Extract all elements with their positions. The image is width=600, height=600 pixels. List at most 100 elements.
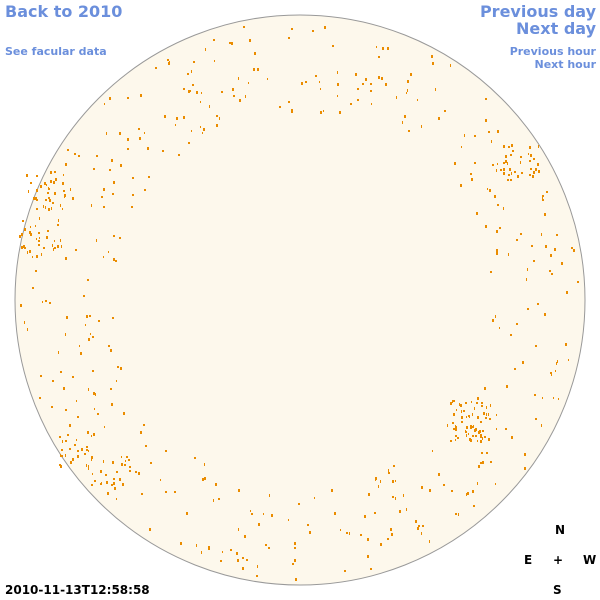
facula-dot — [103, 206, 105, 208]
facula-dot — [529, 174, 531, 176]
facula-dot — [337, 95, 338, 97]
facula-dot — [555, 370, 556, 372]
facula-dot — [388, 469, 389, 472]
facula-dot — [65, 257, 67, 260]
next-day-link[interactable]: Next day — [516, 19, 596, 38]
facula-dot — [508, 146, 510, 148]
compass-north: N — [555, 523, 566, 537]
facula-dot — [145, 445, 147, 447]
facula-dot — [510, 179, 512, 181]
facula-dot — [526, 278, 527, 281]
facula-dot — [65, 440, 67, 442]
facula-dot — [288, 519, 289, 521]
facula-dot — [258, 523, 260, 526]
facula-dot — [105, 474, 107, 476]
facula-dot — [38, 240, 40, 242]
compass-west: W — [583, 553, 597, 567]
facula-dot — [534, 394, 536, 396]
facula-dot — [447, 424, 448, 427]
facula-dot — [476, 212, 478, 215]
facula-dot — [508, 253, 509, 256]
facula-dot — [205, 48, 206, 51]
facula-dot — [196, 91, 198, 94]
facula-dot — [200, 101, 201, 103]
facula-dot — [63, 190, 65, 192]
facula-dot — [465, 402, 467, 404]
facula-dot — [324, 26, 326, 29]
facula-dot — [480, 434, 482, 437]
facula-dot — [51, 406, 53, 408]
facula-dot — [138, 128, 140, 130]
facula-dot — [64, 195, 65, 198]
facula-dot — [113, 482, 115, 485]
facular-data-link[interactable]: See facular data — [5, 45, 107, 58]
facula-dot — [346, 532, 348, 534]
facula-dot — [388, 472, 390, 474]
facula-dot — [202, 132, 203, 134]
facula-dot — [52, 244, 53, 247]
facula-dot — [62, 182, 64, 185]
facula-dot — [390, 528, 392, 531]
facula-dot — [196, 544, 197, 547]
facula-dot — [88, 450, 89, 452]
facula-dot — [484, 436, 486, 438]
facula-dot — [78, 155, 80, 157]
facula-dot — [483, 412, 485, 415]
facula-dot — [558, 398, 559, 400]
facula-dot — [119, 478, 121, 481]
facula-dot — [222, 551, 223, 553]
facula-dot — [91, 204, 92, 207]
facula-dot — [406, 508, 407, 511]
facula-dot — [24, 321, 25, 324]
facula-dot — [370, 568, 372, 570]
facula-dot — [75, 249, 77, 251]
facula-dot — [435, 88, 436, 91]
back-link[interactable]: Back to 2010 — [5, 2, 123, 21]
previous-day-link[interactable]: Previous day — [479, 2, 596, 21]
facula-dot — [473, 505, 475, 507]
facula-dot — [38, 232, 40, 234]
facula-dot — [298, 503, 300, 505]
facula-dot — [417, 527, 419, 530]
facula-dot — [486, 406, 487, 409]
facula-dot — [109, 169, 111, 171]
facula-dot — [477, 440, 478, 442]
facula-dot — [474, 162, 476, 164]
facula-dot — [380, 480, 381, 483]
facula-dot — [257, 565, 258, 568]
facula-dot — [112, 193, 114, 195]
facula-dot — [473, 425, 474, 428]
facula-dot — [432, 62, 434, 65]
facula-dot — [450, 402, 452, 405]
facula-dot — [376, 46, 377, 48]
facula-dot — [499, 227, 501, 229]
facula-dot — [497, 163, 498, 165]
facula-dot — [91, 484, 93, 486]
facula-dot — [474, 429, 476, 432]
facula-dot — [421, 486, 423, 489]
facula-dot — [248, 82, 249, 84]
facula-dot — [301, 82, 303, 85]
facula-dot — [465, 430, 466, 433]
facula-dot — [368, 493, 370, 496]
facula-dot — [127, 97, 129, 99]
previous-hour-link[interactable]: Previous hour — [509, 45, 596, 58]
facula-dot — [88, 388, 89, 391]
facula-dot — [452, 422, 454, 424]
facula-dot — [59, 464, 61, 466]
facula-dot — [496, 414, 497, 416]
facula-dot — [54, 171, 56, 173]
facula-dot — [238, 528, 239, 531]
facula-dot — [492, 319, 494, 322]
facula-dot — [505, 428, 507, 430]
facula-dot — [53, 248, 54, 251]
facula-dot — [98, 320, 100, 322]
facula-dot — [256, 575, 258, 577]
facula-dot — [46, 236, 48, 239]
facula-dot — [93, 392, 95, 395]
next-hour-link[interactable]: Next hour — [534, 58, 597, 71]
facula-dot — [30, 226, 31, 228]
facula-dot — [295, 578, 297, 581]
facula-dot — [72, 197, 74, 200]
facula-dot — [74, 153, 76, 155]
